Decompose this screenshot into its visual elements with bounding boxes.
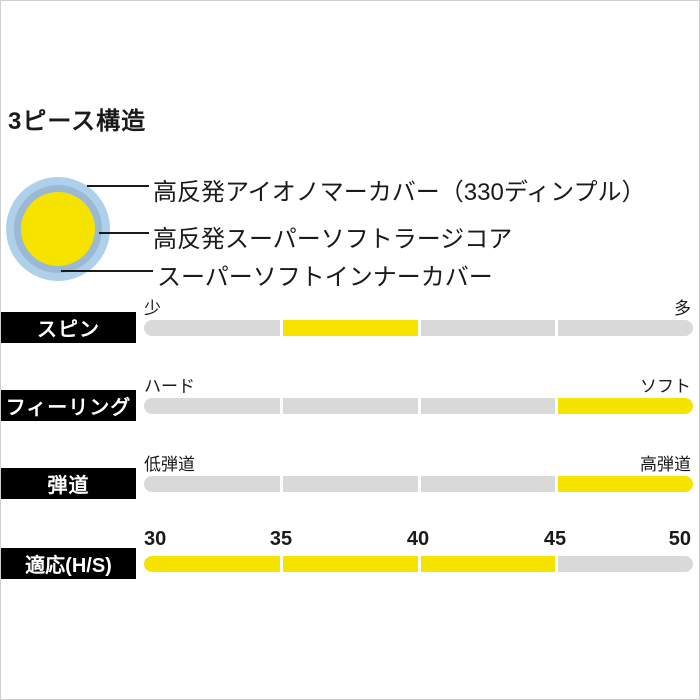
tick-mark [554, 398, 558, 414]
row-label-spin: スピン [1, 312, 136, 343]
bar-highlight [555, 476, 693, 492]
row-label-feeling: フィーリング [1, 390, 136, 421]
hs-tick-label-50: 50 [668, 528, 691, 550]
tick-mark [280, 556, 284, 572]
structure-title: 3ピース構造 [8, 108, 147, 135]
ball-label-core: 高反発スーパーソフトラージコア [153, 226, 513, 253]
tick-mark [417, 476, 421, 492]
leader-line-core [99, 232, 149, 234]
tick-mark [554, 320, 558, 336]
leader-line-cover [87, 185, 149, 187]
ball-core-circle [21, 192, 95, 266]
tick-mark [554, 556, 558, 572]
scale-max-label: 高弾道 [640, 455, 691, 474]
scale-min-label: 低弾道 [144, 455, 195, 474]
row-label-trajectory: 弾道 [1, 468, 136, 499]
row-label-head-speed: 適応(H/S) [1, 548, 136, 579]
leader-line-inner-cover [61, 270, 153, 272]
hs-tick-label-45: 45 [543, 528, 567, 550]
scale-min-label: ハード [144, 377, 195, 396]
bar-highlight [555, 398, 693, 414]
scale-max-label: 多 [674, 299, 691, 318]
tick-mark [417, 320, 421, 336]
hs-tick-label-30: 30 [144, 528, 167, 550]
tick-mark [280, 398, 284, 414]
ball-label-cover: 高反発アイオノマーカバー（330ディンプル） [153, 179, 646, 206]
ball-label-inner-cover: スーパーソフトインナーカバー [157, 264, 493, 291]
bar-highlight [281, 320, 419, 336]
tick-mark [417, 556, 421, 572]
bar-highlight [144, 556, 556, 572]
bar-track [144, 398, 693, 414]
scale-max-label: ソフト [640, 377, 691, 396]
hs-tick-label-40: 40 [406, 528, 430, 550]
scale-min-label: 少 [144, 299, 161, 318]
spec-row-trajectory: 低弾道 高弾道 弾道 [1, 450, 699, 512]
tick-mark [417, 398, 421, 414]
bar-track [144, 320, 693, 336]
hs-tick-label-35: 35 [269, 528, 293, 550]
tick-mark [280, 320, 284, 336]
spec-row-spin: 少 多 スピン [1, 294, 699, 356]
spec-row-feeling: ハード ソフト フィーリング [1, 372, 699, 434]
tick-mark [280, 476, 284, 492]
bar-track [144, 476, 693, 492]
spec-row-head-speed: 30 35 40 45 50 適応(H/S) [1, 528, 699, 592]
bar-track [144, 556, 693, 572]
tick-mark [554, 476, 558, 492]
